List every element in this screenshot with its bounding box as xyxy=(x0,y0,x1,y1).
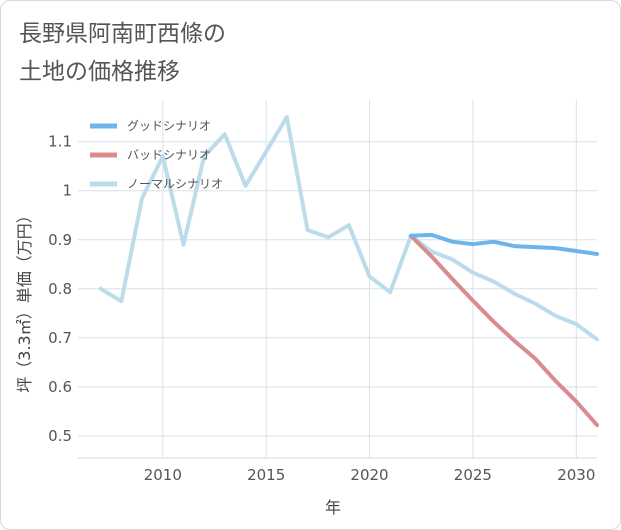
y-tick-label: 0.9 xyxy=(48,231,72,249)
axis-ticks: 2010 2015 2020 2025 2030 0.5 0.6 0.7 0.8 0.9 1 1.1 xyxy=(48,133,595,484)
legend-label: ノーマルシナリオ xyxy=(127,177,223,191)
chart-title: 長野県阿南町西條の 土地の価格推移 xyxy=(19,15,226,91)
y-tick-label: 0.7 xyxy=(48,329,72,347)
legend-label: バッドシナリオ xyxy=(127,148,211,162)
x-tick-label: 2010 xyxy=(144,466,182,484)
x-tick-label: 2025 xyxy=(454,466,492,484)
series-line xyxy=(408,233,599,428)
y-axis-label: 坪（3.3㎡）単価（万円） xyxy=(15,207,34,392)
y-tick-label: 0.6 xyxy=(48,378,72,396)
y-tick-label: 0.8 xyxy=(48,280,72,298)
y-tick-label: 0.5 xyxy=(48,427,72,445)
x-axis-label: 年 xyxy=(325,498,341,517)
y-tick-label: 1 xyxy=(62,182,72,200)
series-line xyxy=(98,115,599,342)
chart-title-line-1: 長野県阿南町西條の xyxy=(19,21,226,47)
chart-title-line-2: 土地の価格推移 xyxy=(19,59,180,85)
x-tick-label: 2030 xyxy=(557,466,595,484)
series-lines xyxy=(98,115,599,428)
legend-label: グッドシナリオ xyxy=(127,119,211,133)
x-tick-label: 2020 xyxy=(350,466,388,484)
x-tick-label: 2015 xyxy=(247,466,285,484)
series-line xyxy=(408,232,599,256)
y-tick-label: 1.1 xyxy=(48,133,72,151)
